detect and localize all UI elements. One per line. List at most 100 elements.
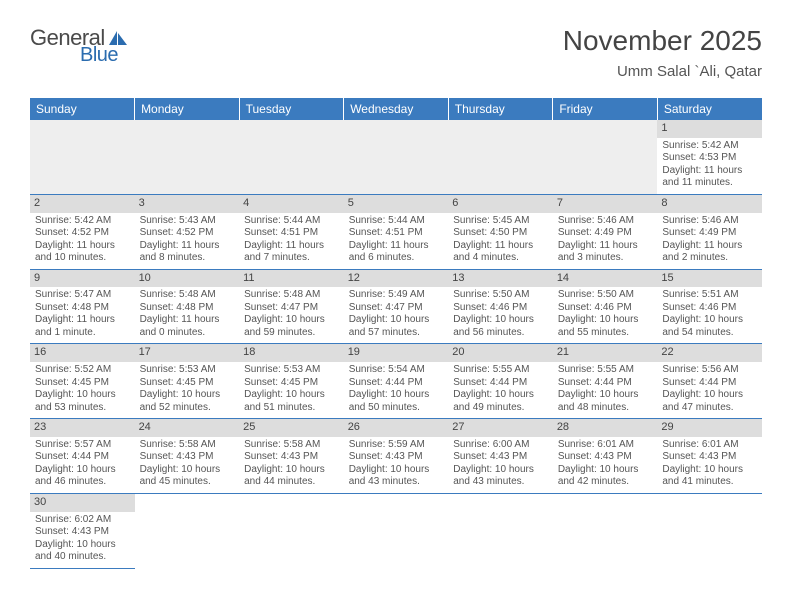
calendar-row: 1Sunrise: 5:42 AMSunset: 4:53 PMDaylight… bbox=[30, 120, 762, 194]
daylight-line: Daylight: 10 hours and 49 minutes. bbox=[453, 389, 548, 414]
calendar-empty-cell bbox=[553, 120, 658, 194]
daylight-line: Daylight: 10 hours and 53 minutes. bbox=[35, 389, 130, 414]
day-number: 29 bbox=[657, 419, 762, 437]
calendar-row: 23Sunrise: 5:57 AMSunset: 4:44 PMDayligh… bbox=[30, 419, 762, 494]
daylight-line: Daylight: 11 hours and 0 minutes. bbox=[140, 314, 235, 339]
calendar-empty-cell bbox=[448, 120, 553, 194]
logo: General Blue bbox=[30, 25, 131, 51]
calendar-empty-cell bbox=[135, 120, 240, 194]
calendar-day-cell: 7Sunrise: 5:46 AMSunset: 4:49 PMDaylight… bbox=[553, 194, 658, 269]
weekday-header: Friday bbox=[553, 98, 658, 120]
daylight-line: Daylight: 10 hours and 50 minutes. bbox=[349, 389, 444, 414]
calendar-day-cell: 9Sunrise: 5:47 AMSunset: 4:48 PMDaylight… bbox=[30, 269, 135, 344]
calendar-day-cell: 12Sunrise: 5:49 AMSunset: 4:47 PMDayligh… bbox=[344, 269, 449, 344]
calendar-day-cell: 4Sunrise: 5:44 AMSunset: 4:51 PMDaylight… bbox=[239, 194, 344, 269]
calendar-day-cell: 20Sunrise: 5:55 AMSunset: 4:44 PMDayligh… bbox=[448, 344, 553, 419]
calendar-empty-cell bbox=[553, 493, 658, 568]
day-number: 21 bbox=[553, 344, 658, 362]
calendar-day-cell: 17Sunrise: 5:53 AMSunset: 4:45 PMDayligh… bbox=[135, 344, 240, 419]
calendar-day-cell: 22Sunrise: 5:56 AMSunset: 4:44 PMDayligh… bbox=[657, 344, 762, 419]
day-number: 23 bbox=[30, 419, 135, 437]
day-number: 25 bbox=[239, 419, 344, 437]
day-number: 17 bbox=[135, 344, 240, 362]
sunrise-line: Sunrise: 5:45 AM bbox=[453, 215, 548, 228]
calendar-empty-cell bbox=[239, 493, 344, 568]
calendar-day-cell: 21Sunrise: 5:55 AMSunset: 4:44 PMDayligh… bbox=[553, 344, 658, 419]
sunrise-line: Sunrise: 5:57 AM bbox=[35, 439, 130, 452]
sunset-line: Sunset: 4:43 PM bbox=[558, 451, 653, 464]
header: General Blue November 2025 Umm Salal `Al… bbox=[30, 25, 762, 80]
sunrise-line: Sunrise: 6:01 AM bbox=[558, 439, 653, 452]
daylight-line: Daylight: 10 hours and 41 minutes. bbox=[662, 464, 757, 489]
calendar-row: 9Sunrise: 5:47 AMSunset: 4:48 PMDaylight… bbox=[30, 269, 762, 344]
sunrise-line: Sunrise: 5:46 AM bbox=[558, 215, 653, 228]
sunrise-line: Sunrise: 5:46 AM bbox=[662, 215, 757, 228]
calendar-day-cell: 26Sunrise: 5:59 AMSunset: 4:43 PMDayligh… bbox=[344, 419, 449, 494]
calendar-day-cell: 14Sunrise: 5:50 AMSunset: 4:46 PMDayligh… bbox=[553, 269, 658, 344]
calendar-body: 1Sunrise: 5:42 AMSunset: 4:53 PMDaylight… bbox=[30, 120, 762, 568]
day-number: 19 bbox=[344, 344, 449, 362]
day-number: 14 bbox=[553, 270, 658, 288]
sunset-line: Sunset: 4:45 PM bbox=[140, 377, 235, 390]
calendar-day-cell: 15Sunrise: 5:51 AMSunset: 4:46 PMDayligh… bbox=[657, 269, 762, 344]
weekday-header: Monday bbox=[135, 98, 240, 120]
sunrise-line: Sunrise: 6:01 AM bbox=[662, 439, 757, 452]
sunset-line: Sunset: 4:43 PM bbox=[35, 526, 130, 539]
day-number: 11 bbox=[239, 270, 344, 288]
sunrise-line: Sunrise: 5:42 AM bbox=[35, 215, 130, 228]
day-number: 3 bbox=[135, 195, 240, 213]
sunrise-line: Sunrise: 5:44 AM bbox=[244, 215, 339, 228]
sunset-line: Sunset: 4:46 PM bbox=[453, 302, 548, 315]
sunset-line: Sunset: 4:51 PM bbox=[244, 227, 339, 240]
day-number: 7 bbox=[553, 195, 658, 213]
sunset-line: Sunset: 4:43 PM bbox=[662, 451, 757, 464]
calendar-row: 30Sunrise: 6:02 AMSunset: 4:43 PMDayligh… bbox=[30, 493, 762, 568]
sunrise-line: Sunrise: 5:59 AM bbox=[349, 439, 444, 452]
day-number: 1 bbox=[657, 120, 762, 138]
calendar-day-cell: 18Sunrise: 5:53 AMSunset: 4:45 PMDayligh… bbox=[239, 344, 344, 419]
calendar-day-cell: 8Sunrise: 5:46 AMSunset: 4:49 PMDaylight… bbox=[657, 194, 762, 269]
calendar-day-cell: 1Sunrise: 5:42 AMSunset: 4:53 PMDaylight… bbox=[657, 120, 762, 194]
sunrise-line: Sunrise: 6:00 AM bbox=[453, 439, 548, 452]
calendar-day-cell: 23Sunrise: 5:57 AMSunset: 4:44 PMDayligh… bbox=[30, 419, 135, 494]
sunset-line: Sunset: 4:43 PM bbox=[453, 451, 548, 464]
daylight-line: Daylight: 11 hours and 6 minutes. bbox=[349, 240, 444, 265]
calendar-day-cell: 10Sunrise: 5:48 AMSunset: 4:48 PMDayligh… bbox=[135, 269, 240, 344]
day-number: 20 bbox=[448, 344, 553, 362]
daylight-line: Daylight: 10 hours and 56 minutes. bbox=[453, 314, 548, 339]
sunset-line: Sunset: 4:45 PM bbox=[244, 377, 339, 390]
weekday-header: Sunday bbox=[30, 98, 135, 120]
sunset-line: Sunset: 4:47 PM bbox=[349, 302, 444, 315]
calendar-day-cell: 27Sunrise: 6:00 AMSunset: 4:43 PMDayligh… bbox=[448, 419, 553, 494]
day-number: 24 bbox=[135, 419, 240, 437]
sunrise-line: Sunrise: 5:52 AM bbox=[35, 364, 130, 377]
calendar-day-cell: 11Sunrise: 5:48 AMSunset: 4:47 PMDayligh… bbox=[239, 269, 344, 344]
sunrise-line: Sunrise: 5:44 AM bbox=[349, 215, 444, 228]
calendar-empty-cell bbox=[448, 493, 553, 568]
day-number: 27 bbox=[448, 419, 553, 437]
sunset-line: Sunset: 4:46 PM bbox=[558, 302, 653, 315]
day-number: 12 bbox=[344, 270, 449, 288]
calendar-day-cell: 25Sunrise: 5:58 AMSunset: 4:43 PMDayligh… bbox=[239, 419, 344, 494]
day-number: 6 bbox=[448, 195, 553, 213]
day-number: 28 bbox=[553, 419, 658, 437]
daylight-line: Daylight: 10 hours and 44 minutes. bbox=[244, 464, 339, 489]
daylight-line: Daylight: 11 hours and 1 minute. bbox=[35, 314, 130, 339]
day-number: 9 bbox=[30, 270, 135, 288]
daylight-line: Daylight: 10 hours and 54 minutes. bbox=[662, 314, 757, 339]
weekday-header: Thursday bbox=[448, 98, 553, 120]
day-number: 26 bbox=[344, 419, 449, 437]
calendar-empty-cell bbox=[239, 120, 344, 194]
calendar-table: Sunday Monday Tuesday Wednesday Thursday… bbox=[30, 98, 762, 569]
sunset-line: Sunset: 4:43 PM bbox=[349, 451, 444, 464]
calendar-empty-cell bbox=[30, 120, 135, 194]
sunset-line: Sunset: 4:48 PM bbox=[35, 302, 130, 315]
daylight-line: Daylight: 10 hours and 45 minutes. bbox=[140, 464, 235, 489]
sunrise-line: Sunrise: 5:48 AM bbox=[244, 289, 339, 302]
sunset-line: Sunset: 4:44 PM bbox=[558, 377, 653, 390]
daylight-line: Daylight: 11 hours and 4 minutes. bbox=[453, 240, 548, 265]
sunset-line: Sunset: 4:51 PM bbox=[349, 227, 444, 240]
calendar-day-cell: 28Sunrise: 6:01 AMSunset: 4:43 PMDayligh… bbox=[553, 419, 658, 494]
sunrise-line: Sunrise: 5:43 AM bbox=[140, 215, 235, 228]
day-number: 5 bbox=[344, 195, 449, 213]
